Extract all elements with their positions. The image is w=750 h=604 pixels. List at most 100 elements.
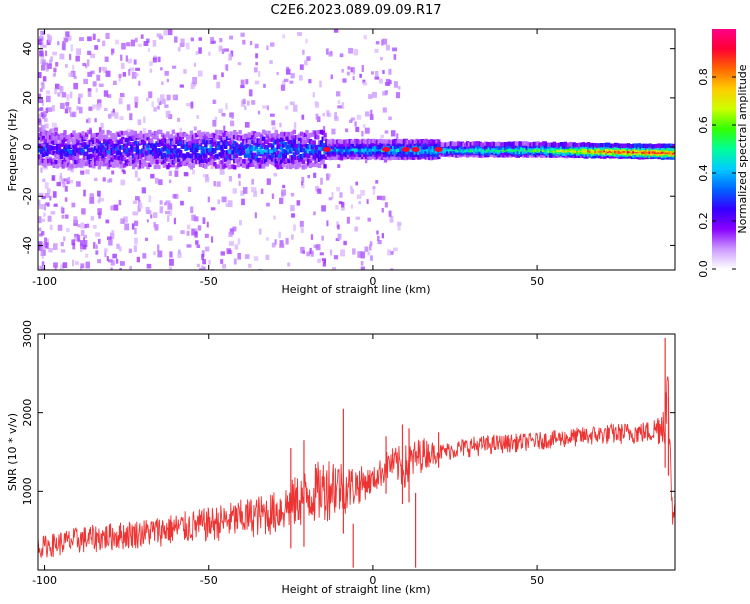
- band-cell: [157, 138, 161, 143]
- band-cell: [195, 139, 199, 144]
- band-cell: [233, 154, 237, 159]
- band-cell: [628, 144, 632, 149]
- band-cell: [502, 142, 506, 147]
- noise-speck: [395, 92, 401, 99]
- band-cell: [467, 146, 472, 151]
- band-cell: [117, 150, 121, 155]
- band-cell: [469, 142, 474, 147]
- band-cell: [289, 144, 293, 149]
- band-cell: [662, 152, 667, 158]
- band-cell: [402, 155, 407, 161]
- band-cell: [570, 148, 575, 153]
- band-cell: [357, 154, 362, 160]
- noise-speck: [40, 231, 45, 236]
- band-cell: [137, 134, 141, 139]
- band-cell: [339, 147, 343, 153]
- band-cell: [357, 150, 362, 155]
- band-cell: [608, 150, 613, 155]
- band-cell: [603, 142, 607, 148]
- band-cell: [303, 155, 307, 161]
- band-cell: [393, 145, 398, 150]
- band-cell: [56, 164, 60, 169]
- noise-speck: [137, 119, 142, 126]
- band-cell: [388, 153, 392, 158]
- noise-speck: [388, 210, 392, 217]
- band-cell: [52, 135, 56, 140]
- noise-speck: [39, 50, 44, 57]
- band-cell: [612, 145, 616, 151]
- band-cell: [178, 153, 183, 158]
- band-cell: [433, 142, 437, 147]
- band-cell: [668, 150, 672, 155]
- band-cell: [198, 159, 203, 164]
- band-cell: [375, 144, 380, 150]
- band-cell: [274, 147, 278, 152]
- band-cell: [205, 139, 210, 145]
- noise-speck: [41, 82, 45, 90]
- band-cell: [536, 152, 540, 158]
- noise-speck: [72, 64, 75, 72]
- band-cell: [234, 148, 239, 153]
- noise-speck: [42, 76, 47, 82]
- band-cell: [408, 155, 412, 160]
- band-cell: [406, 144, 410, 149]
- noise-speck: [64, 108, 69, 114]
- band-cell: [298, 133, 302, 138]
- noise-speck: [90, 53, 96, 59]
- band-cell: [393, 141, 398, 146]
- noise-speck: [255, 53, 259, 59]
- band-cell: [511, 147, 515, 153]
- noise-speck: [348, 47, 354, 54]
- band-cell: [184, 139, 188, 145]
- noise-speck: [282, 34, 286, 39]
- band-cell: [263, 139, 268, 144]
- band-cell: [186, 142, 190, 147]
- noise-speck: [290, 192, 295, 197]
- band-cell: [231, 154, 235, 160]
- band-cell: [177, 132, 181, 138]
- noise-speck: [41, 254, 45, 259]
- noise-speck: [211, 236, 214, 243]
- band-cell: [512, 144, 517, 149]
- band-cell: [281, 162, 286, 168]
- noise-speck: [41, 59, 46, 66]
- noise-speck: [153, 251, 156, 256]
- band-cell: [254, 133, 259, 138]
- noise-speck: [248, 263, 252, 268]
- band-cell: [576, 143, 580, 148]
- band-cell: [290, 155, 295, 160]
- band-cell: [296, 155, 300, 160]
- band-cell: [128, 135, 132, 140]
- band-cell: [88, 129, 92, 135]
- band-cell: [585, 142, 589, 148]
- band-cell: [47, 149, 51, 155]
- band-cell: [359, 155, 363, 160]
- band-cell: [568, 141, 573, 147]
- band-cell: [236, 144, 241, 149]
- band-cell: [261, 155, 266, 161]
- band-cell: [59, 162, 64, 168]
- band-cell: [243, 144, 248, 149]
- band-cell: [218, 160, 222, 165]
- band-cell: [265, 162, 269, 167]
- noise-speck: [123, 216, 128, 223]
- band-cell: [68, 144, 73, 149]
- band-cell: [428, 147, 432, 153]
- band-cell: [110, 160, 114, 165]
- band-cell: [202, 134, 206, 140]
- band-cell: [93, 151, 98, 156]
- noise-speck: [193, 136, 197, 144]
- band-cell: [335, 142, 340, 147]
- band-cell: [422, 139, 427, 145]
- band-cell: [84, 132, 89, 137]
- noise-speck: [87, 50, 92, 56]
- band-cell: [112, 133, 116, 138]
- band-cell: [381, 155, 385, 160]
- band-cell: [518, 141, 522, 146]
- band-cell: [541, 147, 546, 153]
- band-cell: [534, 147, 539, 153]
- band-cell: [630, 144, 634, 149]
- band-cell: [57, 154, 62, 160]
- band-cell: [368, 147, 372, 152]
- band-cell: [368, 155, 372, 160]
